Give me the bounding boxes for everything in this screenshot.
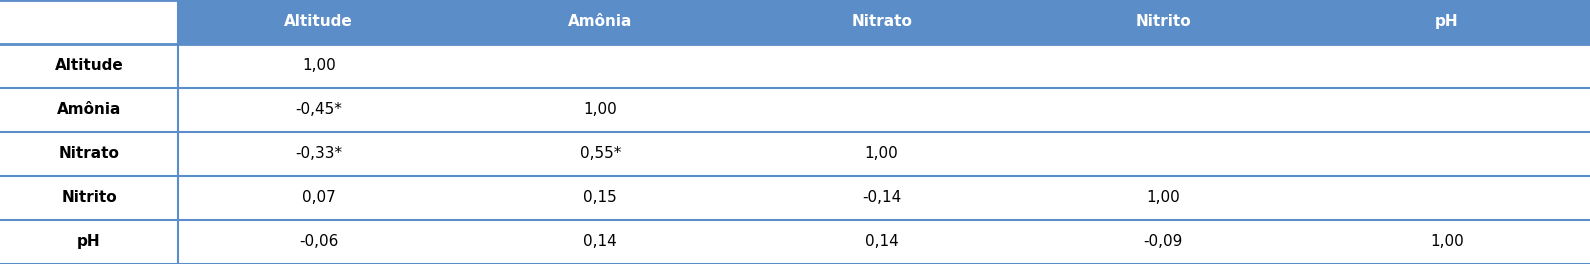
Bar [178,44,460,88]
Text: -0,33*: -0,33* [296,147,342,162]
Bar [460,44,741,88]
Bar [0,88,178,132]
Bar [741,0,1022,44]
Text: Nitrito: Nitrito [62,191,116,205]
Text: 0,55*: 0,55* [579,147,622,162]
Text: 0,15: 0,15 [584,191,617,205]
Bar [178,176,460,220]
Bar [460,220,741,264]
Text: -0,45*: -0,45* [296,102,342,117]
Text: -0,06: -0,06 [299,234,339,249]
Text: 1,00: 1,00 [584,102,617,117]
Bar [741,44,1022,88]
Bar [0,0,178,44]
Bar [1304,132,1590,176]
Text: Altitude: Altitude [285,15,353,30]
Text: Nitrato: Nitrato [851,15,913,30]
Text: Nitrito: Nitrito [1135,15,1191,30]
Text: 0,07: 0,07 [302,191,335,205]
Text: 0,14: 0,14 [865,234,898,249]
Bar [460,176,741,220]
Text: Amônia: Amônia [568,15,633,30]
Bar [741,176,1022,220]
Text: 1,00: 1,00 [865,147,898,162]
Bar [0,220,178,264]
Bar [1304,0,1590,44]
Bar [1022,176,1304,220]
Bar [1304,44,1590,88]
Text: Altitude: Altitude [54,59,124,73]
Text: Nitrato: Nitrato [59,147,119,162]
Text: 1,00: 1,00 [1146,191,1180,205]
Bar [460,88,741,132]
Bar [741,88,1022,132]
Bar [178,88,460,132]
Text: Amônia: Amônia [57,102,121,117]
Text: pH: pH [78,234,100,249]
Text: 0,14: 0,14 [584,234,617,249]
Text: -0,09: -0,09 [1143,234,1183,249]
Bar [1304,220,1590,264]
Bar [1022,44,1304,88]
Bar [460,0,741,44]
Bar [0,132,178,176]
Bar [1022,132,1304,176]
Bar [178,220,460,264]
Bar [741,220,1022,264]
Text: 1,00: 1,00 [302,59,335,73]
Bar [1304,176,1590,220]
Text: -0,14: -0,14 [862,191,902,205]
Bar [741,132,1022,176]
Bar [1022,88,1304,132]
Bar [460,132,741,176]
Bar [1304,88,1590,132]
Bar [0,176,178,220]
Bar [0,44,178,88]
Text: 1,00: 1,00 [1429,234,1464,249]
Bar [178,132,460,176]
Bar [178,0,460,44]
Bar [1022,220,1304,264]
Text: pH: pH [1436,15,1458,30]
Bar [1022,0,1304,44]
